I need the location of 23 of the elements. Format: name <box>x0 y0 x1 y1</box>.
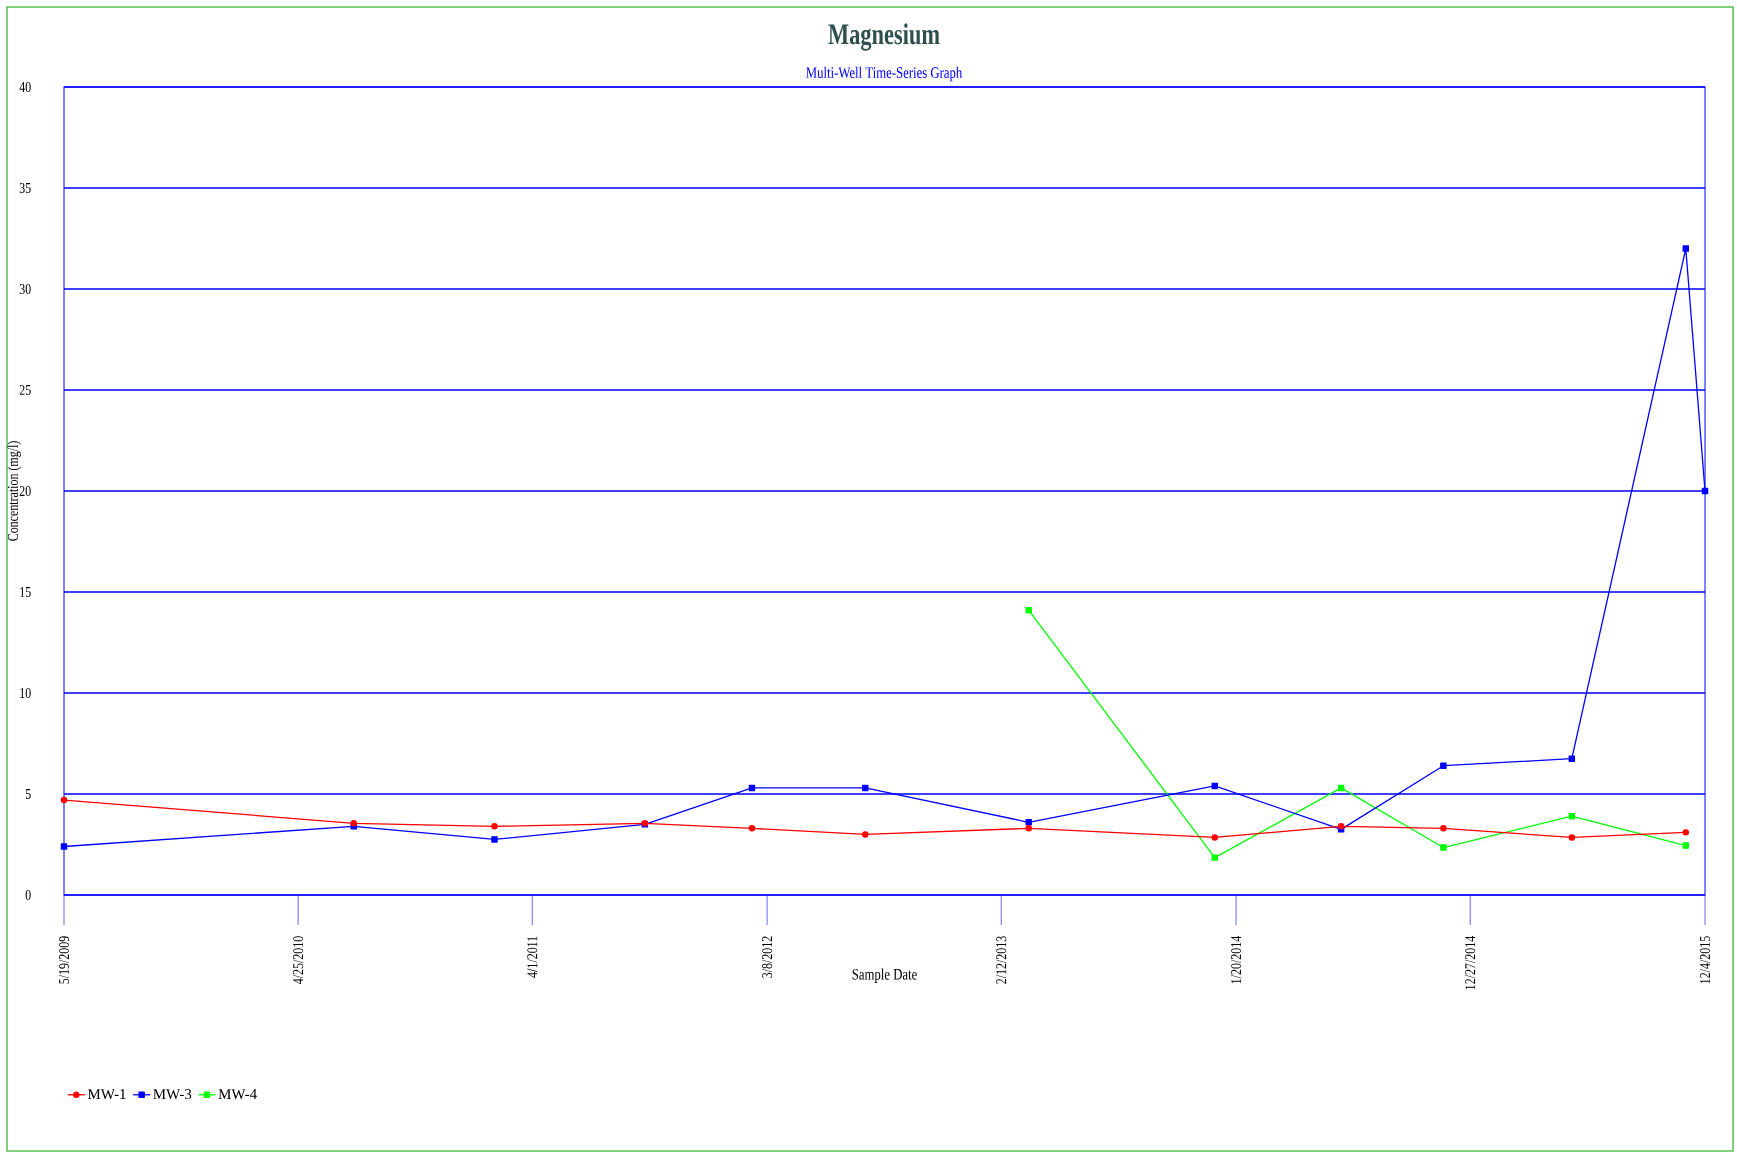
x-tick-label: 5/19/2009 <box>58 936 70 984</box>
x-tick-label: 3/8/2012 <box>762 936 773 978</box>
x-tick-label: 12/27/2014 <box>1465 936 1476 990</box>
y-tick-label: 15 <box>20 586 31 597</box>
y-tick-label: 5 <box>25 789 31 799</box>
y-tick-label: 10 <box>20 687 31 699</box>
chart-title: Magnesium <box>828 23 940 51</box>
x-tick-label: 12/4/2015 <box>1699 936 1711 984</box>
y-tick-label: 40 <box>19 81 31 93</box>
y-tick-label: 25 <box>19 384 31 395</box>
legend-label: MW-1 <box>87 1089 126 1100</box>
legend-label: MW-4 <box>218 1089 257 1100</box>
y-tick-label: 35 <box>19 182 31 193</box>
x-tick-label: 2/12/2013 <box>996 936 1007 984</box>
y-tick-label: 0 <box>25 889 31 901</box>
y-tick-label: 20 <box>19 485 31 497</box>
legend-label: MW-3 <box>153 1089 192 1100</box>
y-tick-label: 30 <box>19 283 31 295</box>
x-tick-label: 1/20/2014 <box>1231 936 1242 984</box>
chart-subtitle: Multi-Well Time-Series Graph <box>806 66 963 82</box>
x-tick-label: 4/1/2011 <box>527 936 538 978</box>
x-axis-title: Sample Date <box>852 968 917 983</box>
x-tick-label: 4/25/2010 <box>293 936 304 985</box>
